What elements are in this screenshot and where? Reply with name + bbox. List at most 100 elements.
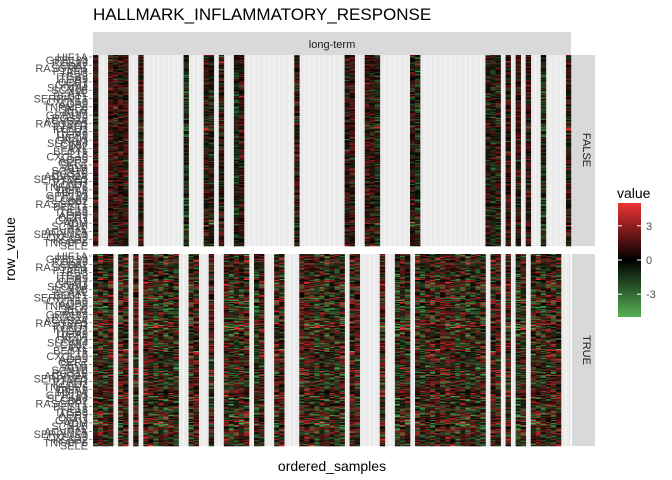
heat-cell: [208, 183, 215, 186]
heat-cell: [108, 182, 114, 185]
heat-cell: [123, 78, 129, 81]
heat-cell: [123, 219, 129, 221]
heat-cell: [118, 161, 124, 163]
heat-cell: [118, 182, 124, 185]
heat-cell: [218, 68, 225, 70]
heat-cell: [138, 69, 144, 71]
heat-cell: [203, 222, 210, 224]
heat-cell: [369, 245, 376, 247]
heat-cell: [203, 213, 210, 215]
heat-cell: [93, 95, 99, 97]
heat-cell: [118, 66, 124, 68]
heat-cell: [138, 149, 144, 151]
heat-cell: [118, 245, 124, 247]
heat-cell: [203, 76, 210, 78]
heat-cell: [118, 89, 124, 91]
heat-cell: [118, 228, 124, 231]
heat-cell: [208, 74, 215, 76]
heat-cell: [123, 193, 129, 195]
heat-cell: [108, 98, 114, 101]
heat-cell: [183, 99, 189, 102]
heat-cell: [93, 208, 99, 210]
heat-cell: [138, 183, 144, 186]
heat-cell: [138, 76, 144, 79]
heat-cell: [123, 70, 129, 72]
heat-cell: [138, 198, 144, 200]
heat-cell: [183, 201, 189, 203]
heat-cell: [203, 108, 210, 110]
heat-cell: [208, 214, 215, 216]
heat-cell: [93, 243, 99, 245]
heat-cell: [123, 237, 129, 239]
heat-cell: [93, 201, 99, 203]
heat-cell: [123, 192, 129, 194]
heat-cell: [218, 204, 225, 207]
heat-cell: [203, 118, 210, 120]
heat-cell: [138, 117, 144, 119]
heat-cell: [93, 60, 99, 62]
heat-cell: [183, 138, 189, 140]
heat-cell: [123, 167, 129, 169]
heat-cell: [108, 79, 114, 82]
heat-cell: [233, 89, 240, 91]
heat-cell: [123, 106, 129, 108]
heat-cell: [123, 159, 129, 161]
heat-cell: [183, 114, 189, 116]
heat-cell: [138, 140, 144, 143]
heat-cell: [93, 200, 99, 202]
heat-cell: [203, 152, 210, 154]
heat-cell: [93, 114, 99, 116]
heat-cell: [113, 180, 119, 182]
heat-cell: [108, 223, 114, 225]
heat-cell: [108, 116, 114, 118]
heat-cell: [218, 129, 225, 131]
heat-cell: [108, 228, 114, 231]
heat-cell: [183, 72, 189, 74]
heat-cell: [108, 217, 114, 219]
heat-cell: [138, 135, 144, 137]
heat-cell: [113, 123, 119, 126]
heat-cell: [183, 81, 189, 83]
heat-cell: [138, 116, 144, 118]
heat-cell: [118, 221, 124, 223]
heat-cell: [93, 225, 99, 228]
heat-cell: [138, 63, 144, 65]
heat-cell: [108, 142, 114, 145]
heat-cell: [183, 229, 189, 232]
heat-cell: [203, 150, 210, 152]
heat-cell: [113, 181, 119, 183]
heat-cell: [218, 214, 225, 216]
heat-cell: [138, 90, 144, 92]
heat-cell: [203, 229, 210, 232]
heat-cell: [113, 241, 119, 243]
heat-cell: [118, 111, 124, 113]
heat-cell: [108, 137, 114, 139]
heat-cell: [203, 75, 210, 77]
heat-cell: [108, 93, 114, 95]
heat-cell: [108, 168, 114, 170]
heat-cell: [183, 202, 189, 204]
heat-cell: [208, 236, 215, 238]
heat-cell: [93, 204, 99, 207]
heat-cell: [108, 211, 114, 213]
heat-cell: [138, 58, 144, 61]
heat-cell: [183, 76, 189, 79]
heat-cell: [108, 197, 114, 199]
heat-cell: [208, 122, 215, 125]
heat-cell: [138, 226, 144, 229]
heat-cell: [108, 143, 114, 146]
heat-cell: [203, 120, 210, 123]
heat-cell: [203, 83, 210, 85]
heat-cell: [123, 129, 129, 131]
heat-cell: [123, 209, 129, 211]
heat-cell: [138, 230, 144, 232]
heat-cell: [208, 120, 215, 123]
heat-cell: [218, 93, 225, 95]
heat-cell: [233, 102, 240, 104]
heat-cell: [203, 202, 210, 204]
heat-cell: [138, 99, 144, 102]
heat-cell: [218, 119, 225, 122]
heat-cell: [203, 233, 210, 235]
heat-cell: [208, 227, 215, 230]
heat-cell: [93, 104, 99, 106]
